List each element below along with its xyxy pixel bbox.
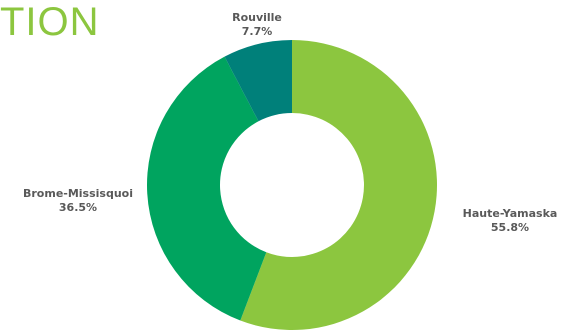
donut-slices (146, 40, 437, 330)
slice-label-name: Brome-Missisquoi (23, 187, 133, 200)
page-title: TION (0, 0, 100, 44)
slice-brome-missisquoi (146, 56, 267, 321)
slice-haute-yamaska (240, 40, 437, 330)
slice-label-name: Haute-Yamaska (463, 207, 558, 220)
slice-label-value: 7.7% (242, 25, 273, 38)
slice-label-value: 55.8% (491, 221, 529, 234)
slice-rouville (224, 40, 292, 122)
slice-label-value: 36.5% (59, 201, 97, 214)
slice-label-name: Rouville (232, 11, 282, 24)
